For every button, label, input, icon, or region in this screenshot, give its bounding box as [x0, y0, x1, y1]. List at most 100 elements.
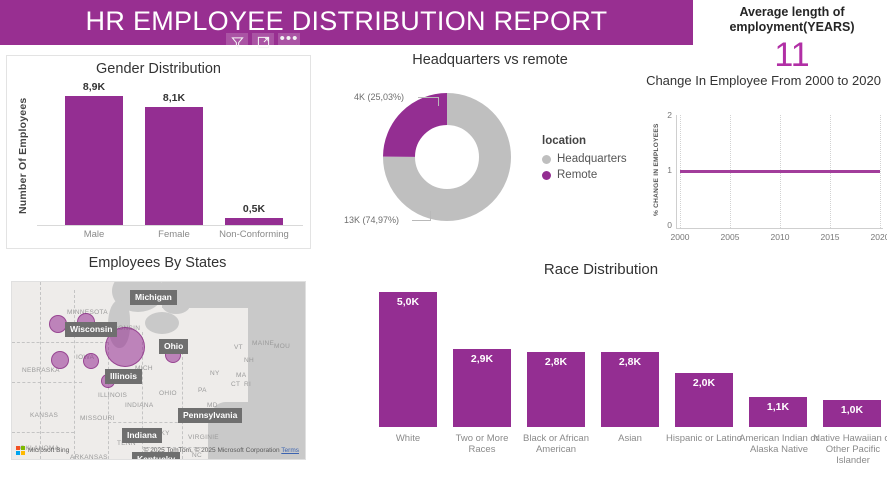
page-title: HR EMPLOYEE DISTRIBUTION REPORT [85, 6, 608, 36]
race-bar-hispanic-or-latino[interactable] [675, 373, 733, 427]
donut-chart-title: Headquarters vs remote [412, 52, 568, 68]
line-y-axis [676, 115, 677, 228]
state-name-md: MD [207, 402, 218, 409]
line-xtick-2000: 2000 [670, 232, 690, 242]
race-bar-two-or-more-races[interactable] [453, 349, 511, 427]
state-name-nebraska: NEBRASKA [22, 367, 60, 374]
employees-by-states-card[interactable]: Employees By States MINNESOTA IO [6, 255, 309, 470]
kpi-title: Average length of employment(YEARS) [729, 5, 855, 34]
legend-label-remote: Remote [557, 169, 598, 181]
race-bar-value-two-or-more-races: 2,9K [470, 353, 494, 365]
map-attribution-text: © 2025 TomTom, © 2025 Microsoft Corporat… [143, 447, 280, 454]
line-ytick-2: 2 [667, 110, 672, 120]
race-bar-value-asian: 2,8K [618, 356, 642, 368]
line-x-axis [676, 228, 883, 229]
gender-bar-female[interactable] [145, 107, 203, 225]
map-canvas[interactable]: MINNESOTA IOWA NEBRASKA KANSAS MISSOURI … [11, 281, 306, 460]
state-name-maine: MAINE [252, 340, 275, 347]
line-xtick-2015: 2015 [820, 232, 840, 242]
race-cat-label-american-indian-or-alaska-native: American Indian or Alaska Native [739, 433, 819, 455]
state-name-ny: NY [210, 370, 220, 377]
kpi-value: 11 [774, 36, 810, 74]
microsoft-bing-logo[interactable]: Microsoft Bing [16, 446, 69, 455]
headquarters-vs-remote-card[interactable]: Headquarters vs remote 4K (25,03%) 13K (… [330, 52, 650, 262]
legend-item-headquarters[interactable]: Headquarters [542, 153, 627, 165]
race-plot-area: 5,0K White 2,9K Two or More Races 2,8K B… [357, 287, 887, 466]
state-name-illinois: ILLINOIS [98, 392, 128, 399]
legend-swatch-remote [542, 170, 551, 180]
state-name-vt: VT [234, 344, 243, 351]
donut-leader-bottom [412, 220, 430, 221]
legend-swatch-headquarters [542, 154, 551, 164]
map-border-4 [142, 332, 143, 459]
map-border-2 [74, 290, 75, 459]
race-bar-asian[interactable] [601, 352, 659, 427]
atlantic-ocean [248, 282, 305, 459]
header-bar [0, 0, 693, 45]
map-terms-link[interactable]: Terms [281, 447, 299, 454]
map-tag-kentucky: Kentucky [132, 452, 181, 459]
microsoft-logo-icon [16, 446, 25, 455]
state-name-indiana: INDIANA [125, 402, 154, 409]
bing-label: Microsoft Bing [28, 447, 70, 454]
state-name-ma: MA [236, 372, 247, 379]
map-border-5 [182, 342, 183, 459]
donut-legend: location Headquarters Remote [542, 135, 627, 185]
gender-bar-value-female: 8,1K [162, 92, 186, 104]
map-bubble-illinois[interactable] [51, 351, 69, 369]
state-name-nh: NH [244, 357, 254, 364]
race-bar-black-or-african-american[interactable] [527, 352, 585, 427]
state-name-pa: PA [198, 387, 207, 394]
line-chart-title: Change In Employee From 2000 to 2020 [646, 73, 881, 88]
gender-chart-title: Gender Distribution [96, 61, 221, 77]
line-ytick-0: 0 [667, 220, 672, 230]
focus-mode-icon[interactable] [252, 33, 274, 51]
map-border-3 [108, 342, 109, 459]
kpi-card-avg-employment: Average length of employment(YEARS) 11 [697, 0, 887, 74]
race-bar-american-indian-or-alaska-native[interactable] [749, 397, 807, 427]
change-in-employee-card[interactable]: Change In Employee From 2000 to 2020 % C… [640, 72, 887, 247]
map-attribution: © 2025 TomTom, © 2025 Microsoft Corporat… [144, 447, 299, 454]
legend-item-remote[interactable]: Remote [542, 169, 627, 181]
line-series-change[interactable] [680, 170, 880, 173]
map-bubble-indiana[interactable] [83, 353, 99, 369]
race-bar-white[interactable] [379, 292, 437, 427]
gender-distribution-card[interactable]: Gender Distribution Number Of Employees … [6, 55, 311, 249]
map-tag-indiana: Indiana [122, 428, 162, 443]
state-name-virginie: VIRGINIE [188, 434, 219, 441]
gender-cat-label-male: Male [83, 229, 105, 240]
gender-cat-label-female: Female [158, 229, 190, 240]
donut-label-headquarters: 13K (74,97%) [344, 215, 400, 225]
donut-leader-top [418, 97, 438, 98]
map-border-8 [12, 432, 74, 433]
race-chart-title: Race Distribution [543, 261, 659, 278]
more-options-icon[interactable]: ••• [278, 30, 300, 51]
race-bar-value-black-or-african-american: 2,8K [544, 356, 568, 368]
map-border-10 [142, 447, 212, 448]
race-bar-native-hawaiian-or-other-pacific-islander[interactable] [823, 400, 881, 427]
state-name-missouri: MISSOURI [80, 415, 115, 422]
donut-leader-top-v [438, 97, 439, 106]
donut-chart[interactable] [382, 92, 512, 222]
gender-y-axis-title: Number Of Employees [17, 97, 29, 214]
race-cat-label-white: White [395, 433, 421, 444]
gender-bar-non-conforming[interactable] [225, 218, 283, 225]
gender-bar-male[interactable] [65, 96, 123, 225]
more-options-glyph: ••• [279, 30, 299, 47]
race-distribution-card[interactable]: Race Distribution 5,0K White 2,9K Two or… [315, 255, 887, 495]
map-border-6 [12, 342, 108, 343]
donut-leader-bottom-v [430, 211, 431, 221]
map-tag-wisconsin: Wisconsin [65, 322, 118, 337]
donut-label-remote: 4K (25,03%) [354, 92, 405, 102]
map-tag-ohio: Ohio [159, 339, 189, 354]
map-tag-pennsylvania: Pennsylvania [178, 408, 243, 423]
race-cat-label-asian: Asian [618, 433, 642, 444]
filter-icon[interactable] [226, 33, 248, 51]
map-border-9 [108, 422, 188, 423]
donut-legend-title: location [542, 135, 587, 147]
line-gridline-2020 [880, 115, 881, 228]
map-tag-michigan: Michigan [130, 290, 177, 305]
race-bar-value-white: 5,0K [396, 296, 420, 308]
race-bar-value-american-indian-or-alaska-native: 1,1K [766, 401, 790, 413]
